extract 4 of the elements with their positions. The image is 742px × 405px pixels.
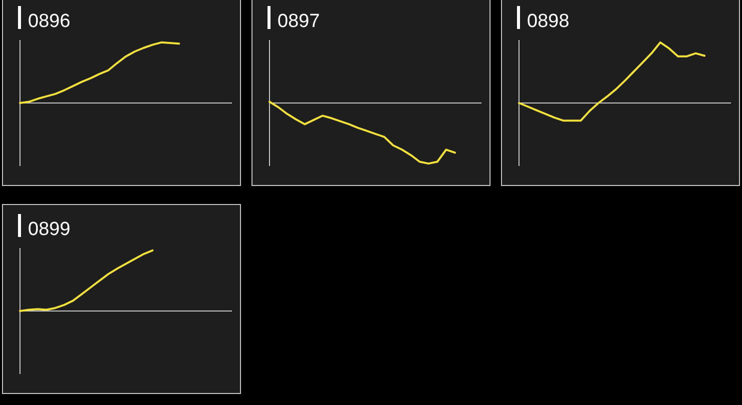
- chart-title: 0899: [28, 219, 70, 240]
- chart-title: 0898: [527, 11, 570, 32]
- chart-title: 0897: [278, 11, 320, 32]
- chart-title: 0896: [28, 11, 70, 32]
